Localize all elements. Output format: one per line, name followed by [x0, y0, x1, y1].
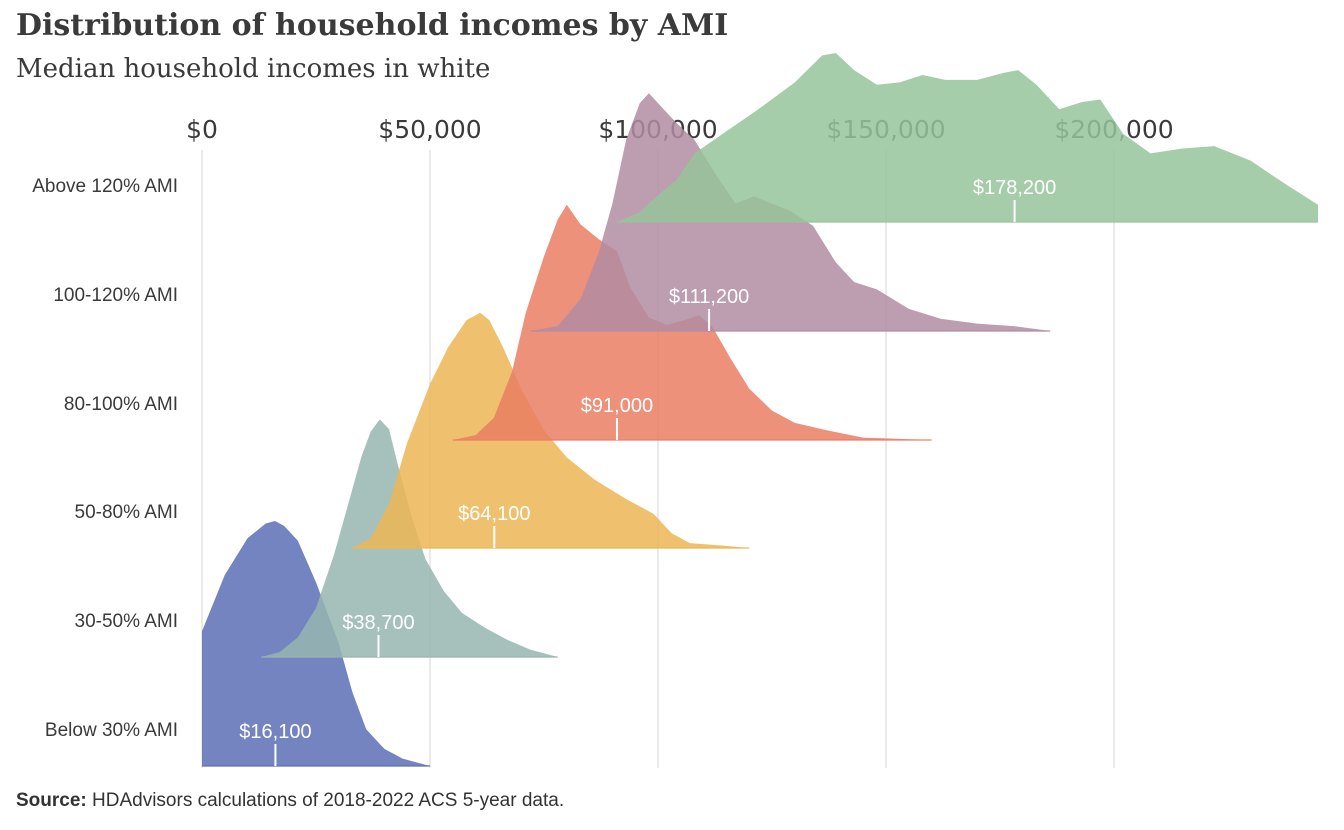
category-label-100-120-ami: 100-120% AMI — [53, 285, 178, 306]
density-areas — [202, 53, 1318, 767]
source-text: HDAdvisors calculations of 2018-2022 ACS… — [92, 790, 565, 811]
chart-subtitle: Median household incomes in white — [16, 54, 491, 84]
category-label-30-50-ami: 30-50% AMI — [75, 611, 179, 632]
density-area-above-120-ami — [617, 53, 1318, 222]
category-label-50-80-ami: 50-80% AMI — [75, 502, 179, 523]
source-note: Source: HDAdvisors calculations of 2018-… — [16, 790, 564, 812]
x-tick-label: $50,000 — [378, 115, 481, 144]
category-label-above-120-ami: Above 120% AMI — [32, 176, 178, 197]
source-label: Source: — [16, 790, 87, 811]
x-tick-label: $0 — [186, 115, 218, 144]
median-label-80-100-ami: $91,000 — [581, 395, 653, 417]
category-labels: Below 30% AMI 30-50% AMI 50-80% AMI 80-100%… — [32, 176, 178, 741]
median-label-above-120-ami: $178,200 — [973, 177, 1056, 199]
density-area-50-80-ami — [352, 312, 750, 548]
chart-title: Distribution of household incomes by AMI — [16, 8, 729, 43]
median-label-50-80-ami: $64,100 — [458, 503, 530, 525]
median-label-100-120-ami: $111,200 — [669, 286, 749, 308]
category-label-80-100-ami: 80-100% AMI — [64, 394, 178, 415]
gridlines — [201, 150, 1115, 768]
median-label-30-50-ami: $38,700 — [342, 612, 414, 634]
category-label-below-30-ami: Below 30% AMI — [45, 720, 178, 741]
median-label-below-30-ami: $16,100 — [239, 721, 311, 743]
median-markers: $16,100 $38,700 $64,100 $91,000 $111,200 $178… — [239, 177, 1056, 766]
